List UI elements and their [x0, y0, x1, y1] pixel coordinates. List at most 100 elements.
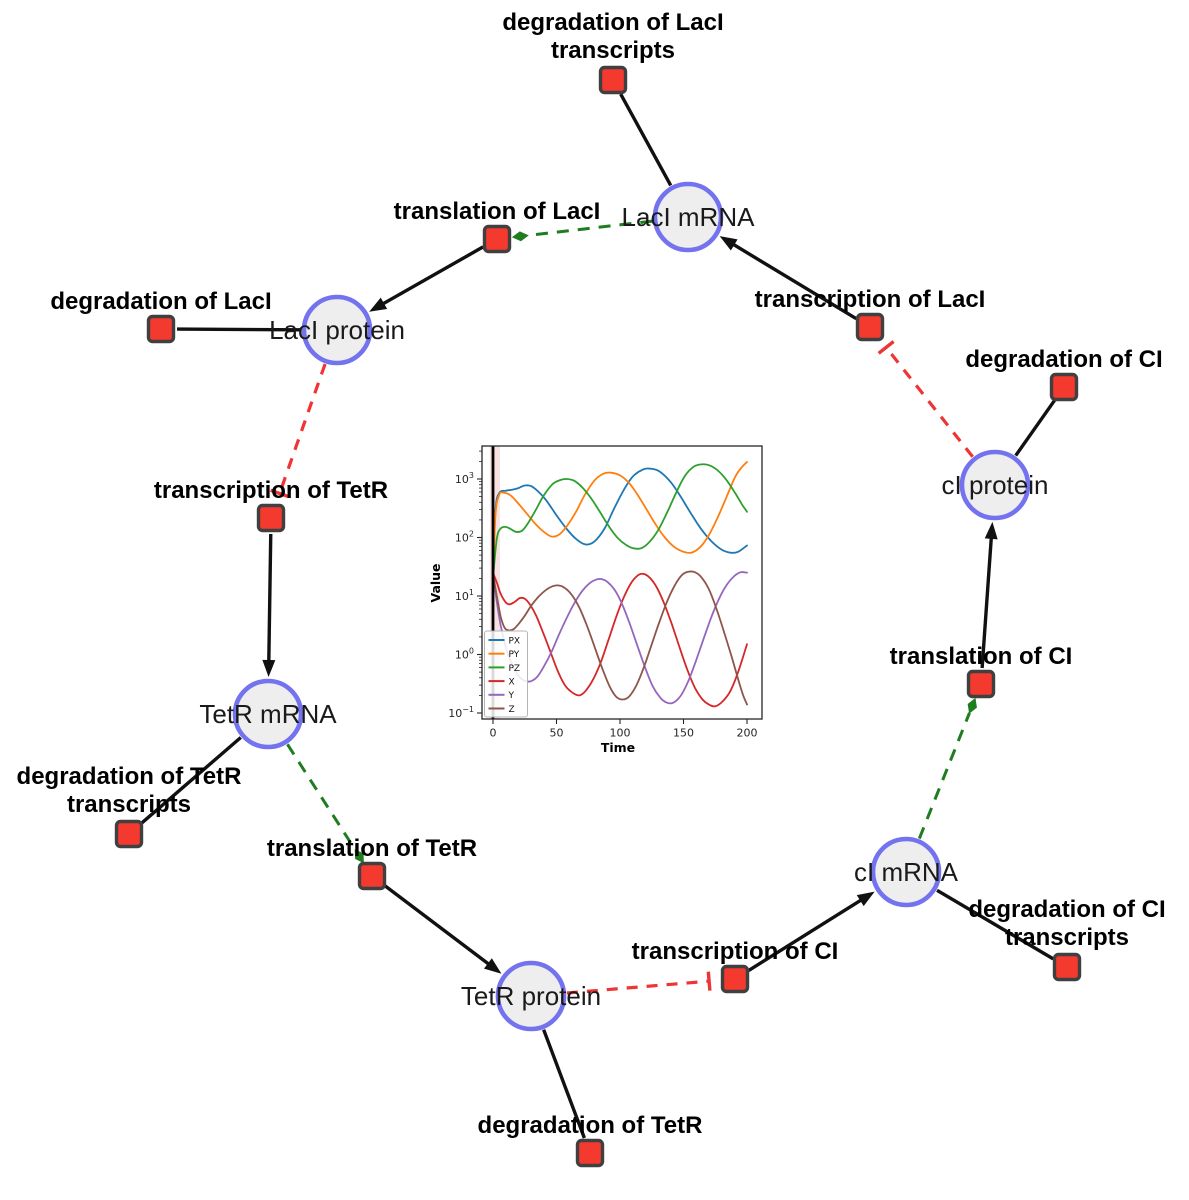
reaction-label-deg_tetr_tx-line2: transcripts	[67, 791, 191, 818]
edge-laci_protein-txn_tetr	[270, 363, 327, 499]
species-label-tetr_protein: TetR protein	[461, 981, 601, 1011]
series-PY	[492, 461, 748, 580]
edge-laci_mrna-transl_laci	[511, 219, 653, 242]
y-tick-label: 100	[455, 647, 474, 662]
species-node-ci_protein[interactable]	[959, 449, 1031, 521]
edge-txn_ci-ci_mrna	[747, 891, 875, 972]
reaction-label-transl_laci-line1: translation of LacI	[394, 198, 601, 225]
reaction-label-txn_laci-line1: transcription of LacI	[755, 286, 986, 313]
y-tick-label: 103	[455, 471, 474, 486]
arrowhead-icon	[719, 236, 738, 251]
arrowhead-icon	[856, 891, 875, 907]
edge-transl_tetr-tetr_protein	[383, 884, 502, 974]
x-tick-label: 150	[673, 727, 694, 740]
reaction-node-deg_ci_tx[interactable]	[1052, 952, 1082, 982]
species-label-ci_mrna: cI mRNA	[854, 857, 959, 887]
y-tick-label: 101	[455, 588, 474, 603]
series-PX	[492, 467, 748, 580]
edge-laci_protein-deg_laci	[176, 327, 302, 332]
species-label-ci_protein: cI protein	[942, 470, 1049, 500]
network-labels: LacI mRNA LacI protein cI protein TetR mRNA…	[17, 9, 1166, 1139]
reaction-node-deg_laci[interactable]	[146, 314, 176, 344]
reaction-node-transl_ci[interactable]	[966, 669, 996, 699]
legend-label-PX: PX	[509, 636, 521, 646]
reaction-node-txn_tetr[interactable]	[256, 503, 286, 533]
series-Y	[492, 571, 748, 705]
edge-transl_laci-laci_protein	[369, 245, 484, 312]
edge-ci_mrna-deg_ci_tx	[936, 888, 1055, 961]
reaction-label-deg_tetr-line1: degradation of TetR	[478, 1112, 703, 1139]
series-Z	[492, 570, 748, 706]
x-tick-label: 0	[490, 727, 497, 740]
arrowhead-icon	[369, 297, 388, 312]
diamond-arrowhead-icon	[511, 231, 529, 242]
reaction-node-deg_laci_tx[interactable]	[598, 65, 628, 95]
reaction-label-deg_laci-line1: degradation of LacI	[50, 288, 271, 315]
legend-label-PY: PY	[509, 650, 520, 660]
species-label-laci_protein: LacI protein	[269, 315, 405, 345]
reaction-node-transl_tetr[interactable]	[357, 861, 387, 891]
edge-tetr_protein-txn_ci	[566, 971, 712, 995]
y-tick-label: 10−1	[448, 705, 474, 720]
reaction-label-transl_ci-line1: translation of CI	[890, 643, 1073, 670]
x-axis-label: Time	[601, 740, 635, 755]
species-node-laci_protein[interactable]	[301, 294, 373, 366]
series-X	[492, 571, 748, 708]
species-node-ci_mrna[interactable]	[870, 836, 942, 908]
arrowhead-icon	[984, 521, 998, 540]
reaction-node-deg_tetr_tx[interactable]	[114, 819, 144, 849]
reaction-label-transl_tetr-line1: translation of TetR	[267, 835, 477, 862]
plot-frame	[481, 445, 763, 720]
legend-label-X: X	[509, 678, 515, 688]
x-tick-label: 200	[737, 727, 758, 740]
edge-laci_mrna-deg_laci_tx	[619, 93, 673, 187]
network-edges	[140, 93, 1057, 1139]
tbar-inhibitor-icon	[877, 340, 895, 355]
legend: PX PY PZ XYZ	[484, 630, 528, 718]
diamond-arrowhead-icon	[967, 697, 977, 714]
edge-txn_tetr-tetr_mrna	[262, 533, 276, 678]
network-nodes	[114, 65, 1082, 1168]
edge-txn_laci-laci_mrna	[719, 236, 858, 321]
series-PZ	[492, 463, 748, 580]
species-node-tetr_protein[interactable]	[495, 960, 567, 1032]
edge-tetr_mrna-deg_tetr_tx	[140, 736, 242, 825]
species-label-tetr_mrna: TetR mRNA	[199, 699, 337, 729]
reaction-label-deg_ci_tx-line1: degradation of CI	[968, 896, 1165, 923]
species-node-laci_mrna[interactable]	[652, 181, 724, 253]
reaction-node-txn_laci[interactable]	[855, 312, 885, 342]
y-axis-label: Value	[428, 563, 443, 602]
reaction-label-deg_tetr_tx-line1: degradation of TetR	[17, 763, 242, 790]
edge-transl_ci-ci_protein	[980, 521, 998, 669]
reaction-label-deg_ci-line1: degradation of CI	[965, 346, 1162, 373]
diamond-arrowhead-icon	[354, 849, 364, 864]
reaction-label-deg_laci_tx-line2: transcripts	[551, 37, 675, 64]
legend-label-Y: Y	[508, 691, 515, 701]
edge-tetr_protein-deg_tetr	[542, 1029, 586, 1139]
legend-label-PZ: PZ	[509, 664, 521, 674]
x-tick-label: 50	[550, 727, 564, 740]
edge-ci_protein-deg_ci	[1014, 399, 1057, 457]
reaction-label-txn_tetr-line1: transcription of TetR	[154, 477, 388, 504]
simulation-plot: 0 50 100 150 20010310210110010−1TimeValuePXP…	[428, 445, 763, 755]
legend-label-Z: Z	[509, 705, 515, 715]
reaction-label-deg_ci_tx-line2: transcripts	[1005, 924, 1129, 951]
tbar-inhibitor-icon	[270, 488, 290, 499]
x-tick-label: 100	[610, 727, 631, 740]
species-label-laci_mrna: LacI mRNA	[622, 202, 756, 232]
edge-ci_protein-txn_laci	[877, 340, 974, 458]
reaction-node-deg_tetr[interactable]	[575, 1138, 605, 1168]
arrowhead-icon	[483, 958, 502, 974]
tbar-inhibitor-icon	[706, 971, 712, 991]
reaction-label-txn_ci-line1: transcription of CI	[632, 938, 839, 965]
legend-box	[484, 630, 528, 718]
edge-ci_mrna-transl_ci	[917, 697, 977, 840]
species-node-tetr_mrna[interactable]	[232, 678, 304, 750]
reaction-label-deg_laci_tx-line1: degradation of LacI	[502, 9, 723, 36]
reaction-node-transl_laci[interactable]	[482, 224, 512, 254]
edge-tetr_mrna-transl_tetr	[286, 743, 364, 864]
reaction-node-deg_ci[interactable]	[1049, 372, 1079, 402]
reaction-node-txn_ci[interactable]	[720, 964, 750, 994]
